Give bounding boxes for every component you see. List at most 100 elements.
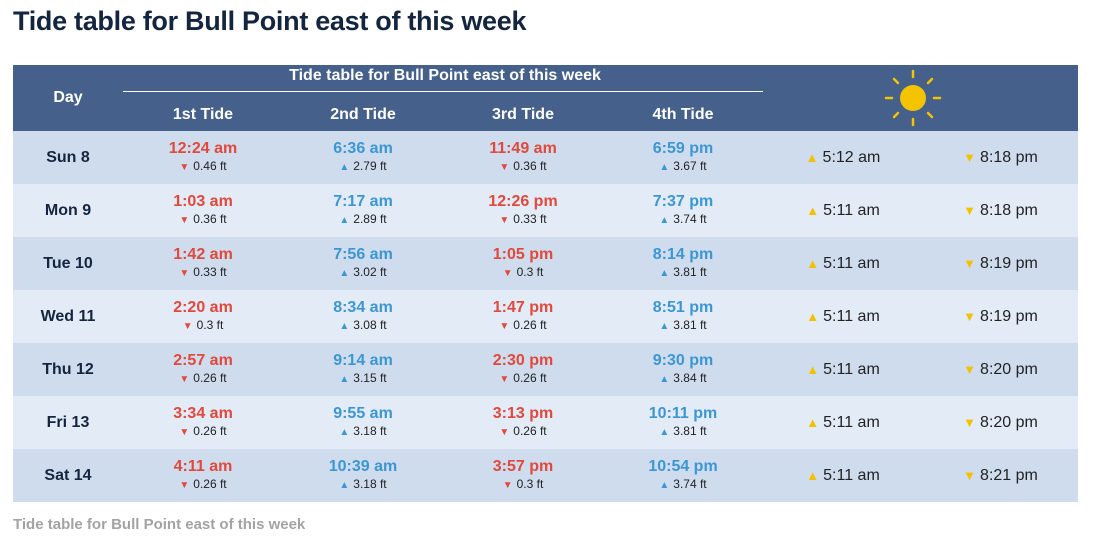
tide-height-line: ▼ 0.3 ft [443,476,603,494]
tide-arrow: ▼ [179,426,190,438]
tide-height: 3.81 ft [673,264,707,279]
tide-height-line: ▲ 3.81 ft [603,317,763,335]
tide-cell: 2:20 am ▼ 0.3 ft [123,290,283,343]
sunset-cell: ▼ 8:19 pm [923,290,1079,343]
sunrise-arrow: ▲ [806,467,820,483]
tide-arrow: ▲ [659,214,670,226]
tide-height-line: ▼ 0.26 ft [123,370,283,388]
tide-arrow: ▲ [659,373,670,385]
tide-height: 0.33 ft [513,211,547,226]
sunrise-time: 5:11 am [823,360,880,378]
day: Tue 10 [13,237,123,290]
tide-cell: 1:03 am ▼ 0.36 ft [123,184,283,237]
tide-height-line: ▼ 0.33 ft [443,211,603,229]
tide-arrow: ▼ [502,479,513,491]
tide-height-line: ▼ 0.26 ft [443,370,603,388]
sunrise-arrow: ▲ [805,149,819,165]
tide-height: 0.26 ft [513,370,547,385]
tide-height-line: ▼ 0.26 ft [443,423,603,441]
tide-height-line: ▼ 0.26 ft [443,317,603,335]
tide-time: 1:47 pm [492,298,554,316]
tide-height: 2.79 ft [353,158,387,173]
tide-cell: 10:54 pm ▲ 3.74 ft [603,449,764,502]
tide-height: 0.26 ft [193,370,227,385]
tide-cell: 8:51 pm ▲ 3.81 ft [603,290,764,343]
tide-height: 3.84 ft [673,370,707,385]
tide-arrow: ▲ [659,267,670,279]
tide-arrow: ▲ [339,479,350,491]
sunset-arrow: ▼ [963,149,977,165]
tide-height-line: ▼ 0.3 ft [123,317,283,335]
tide-arrow: ▼ [502,267,513,279]
tide-height-line: ▲ 3.18 ft [283,476,443,494]
tide-cell: 11:49 am ▼ 0.36 ft [443,131,603,184]
tide-time: 8:34 am [333,298,393,316]
tide-time: 8:14 pm [652,245,714,263]
tide-height-line: ▲ 3.74 ft [603,476,763,494]
sunrise-cell: ▲ 5:11 am [763,396,924,449]
tide-time: 9:55 am [333,404,393,422]
tide-arrow: ▼ [179,161,190,173]
tide-arrow: ▼ [499,214,510,226]
tide-time: 6:36 am [333,139,393,157]
tide-cell: 10:39 am ▲ 3.18 ft [283,449,443,502]
tide-cell: 2:57 am ▼ 0.26 ft [123,343,283,396]
row: Wed 11 2:20 am ▼ 0.3 ft 8:34 am ▲ 3.08 ft 1:47 … [13,290,1079,343]
tide-time: 4:11 am [173,457,233,475]
day: Sun 8 [13,131,123,184]
tide-cell: 7:17 am ▲ 2.89 ft [283,184,443,237]
tide-height: 3.08 ft [353,317,387,332]
sunrise-time: 5:11 am [823,413,880,431]
tide-height: 0.36 ft [513,158,547,173]
tide-height-line: ▲ 2.79 ft [283,158,443,176]
sunset-cell: ▼ 8:21 pm [923,449,1079,502]
tide-height: 0.3 ft [516,476,544,491]
tide-cell: 4:11 am ▼ 0.26 ft [123,449,283,502]
sunrise-time: 5:11 am [823,466,880,484]
sunset-cell: ▼ 8:20 pm [923,343,1079,396]
tide-arrow: ▼ [499,426,510,438]
tide-time: 2:30 pm [492,351,554,369]
tide-cell: 3:13 pm ▼ 0.26 ft [443,396,603,449]
sunset-cell: ▼ 8:19 pm [923,237,1079,290]
tide-height: 3.18 ft [353,476,387,491]
sunrise-arrow: ▲ [806,202,820,218]
tide-time: 6:59 pm [652,139,714,157]
tide-cell: 3:57 pm ▼ 0.3 ft [443,449,603,502]
sunrise-arrow: ▲ [806,361,820,377]
tide-height-line: ▲ 3.02 ft [283,264,443,282]
tide-height: 3.81 ft [673,423,707,438]
tide-time: 3:34 am [173,404,233,422]
tide-cell: 9:55 am ▲ 3.18 ft [283,396,443,449]
tide-height-line: ▲ 2.89 ft [283,211,443,229]
tide-time: 9:30 pm [652,351,714,369]
tide-height: 3.74 ft [673,211,707,226]
sunset-time: 8:18 pm [980,201,1038,219]
tide-header: 1st Tide [123,98,283,131]
tide-time: 12:26 pm [488,192,558,210]
tide-height: 0.26 ft [193,476,227,491]
tide-height: 0.3 ft [516,264,544,279]
tide-time: 8:51 pm [652,298,714,316]
tide-height-line: ▲ 3.81 ft [603,423,763,441]
sunset-time: 8:19 pm [980,254,1038,272]
tide-header: 4th Tide [603,98,764,131]
tide-height-line: ▲ 3.81 ft [603,264,763,282]
sunset-arrow: ▼ [963,361,977,377]
tide-cell: 7:37 pm ▲ 3.74 ft [603,184,764,237]
tide-time: 7:37 pm [652,192,714,210]
sun-icon [884,69,942,127]
tide-height: 3.15 ft [353,370,387,385]
tide-time: 10:39 am [328,457,398,475]
sunset-time: 8:18 pm [980,148,1038,166]
tide-height: 0.3 ft [196,317,224,332]
sunrise-time: 5:11 am [823,307,880,325]
tide-time: 2:20 am [173,298,233,316]
tide-cell: 7:56 am ▲ 3.02 ft [283,237,443,290]
tide-cell: 8:34 am ▲ 3.08 ft [283,290,443,343]
tide-arrow: ▼ [179,373,190,385]
tide-arrow: ▲ [339,267,350,279]
sunset-time: 8:21 pm [980,466,1038,484]
tide-arrow: ▼ [182,320,193,332]
tide-cell: 9:30 pm ▲ 3.84 ft [603,343,764,396]
